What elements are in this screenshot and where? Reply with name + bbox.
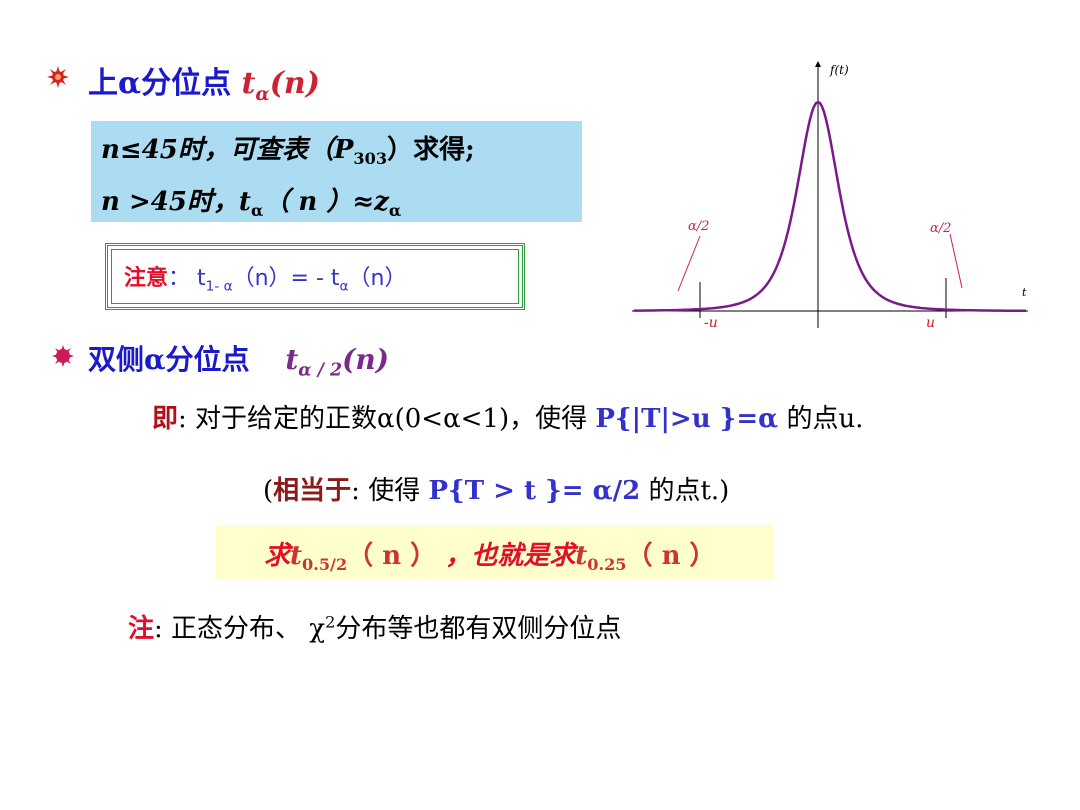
info-line-1: n≤45时，可查表（P303）求得; [101,135,475,169]
right-tick-label: u [926,315,935,331]
section1-title: 上α分位点 tα(n) [88,58,320,105]
definition-line: 即: 对于给定的正数α(0<α<1)，使得 P{|T|>u }=α 的点u. [152,404,864,434]
y-axis-label: f(t) [829,63,849,77]
density-curve [634,100,1026,313]
note-text: 注意： t1- α（n）= - tα（n） [124,265,407,295]
starburst-bullet-icon-2 [52,345,74,367]
section2-title-text: 双侧α分位点 [88,343,250,376]
t-density-chart: α/2 α/2 f(t) t -u u [632,61,1028,331]
right-pointer [949,233,963,289]
x-axis-label: t [1022,286,1027,299]
left-tail-label: α/2 [688,219,709,234]
starburst-bullet-icon [47,66,69,88]
right-tail-label: α/2 [930,221,951,236]
remark-line: 注: 正态分布、 χ2分布等也都有双侧分位点 [128,612,622,644]
left-tick-label: -u [704,315,718,331]
info-line-2: n >45时，tα（ n ）≈zα [101,187,402,221]
section1-title-text: 上α分位点 [88,66,232,101]
note-box: 注意： t1- α（n）= - tα（n） [105,243,525,310]
section2-var: tα / 2(n) [285,343,389,381]
section2-title: 双侧α分位点 tα / 2(n) [88,338,389,381]
example-box: 求t0.5/2（ n ） ，也就是求t0.25（ n ） [216,525,774,579]
equivalent-line: (相当于: 使得 P{T > t }= α/2 的点t.) [263,476,730,506]
left-pointer [677,235,701,292]
info-box: n≤45时，可查表（P303）求得; n >45时，tα（ n ）≈zα [91,121,582,222]
section1-var: tα(n) [241,66,320,105]
example-text: 求t0.5/2（ n ） ，也就是求t0.25（ n ） [264,541,716,575]
